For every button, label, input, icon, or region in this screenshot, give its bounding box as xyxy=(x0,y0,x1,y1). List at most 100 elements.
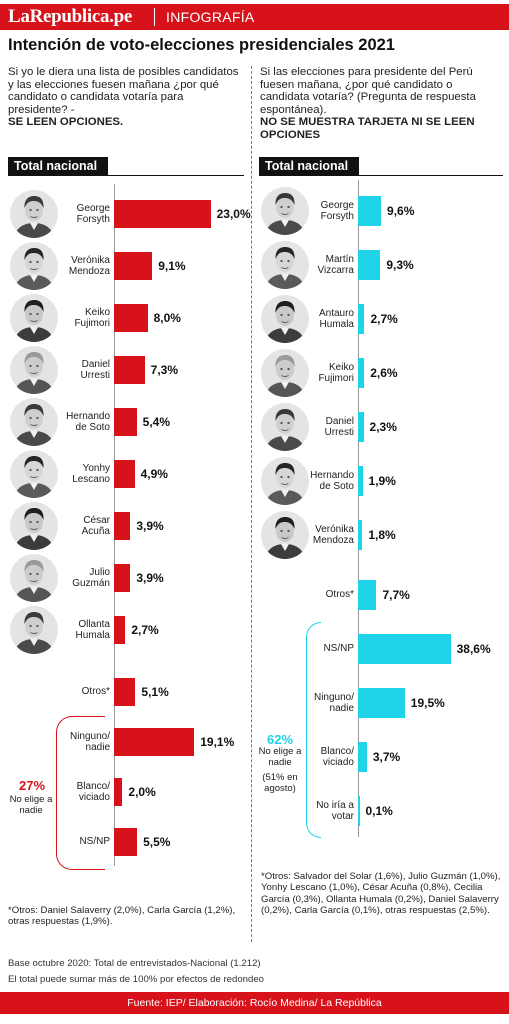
category-label-hernando-de-soto: Hernando de Soto xyxy=(310,469,354,493)
page-title: Intención de voto-elecciones presidencia… xyxy=(8,36,395,54)
bar-ns-np xyxy=(358,634,451,664)
candidate-photo-keiko-fujimori xyxy=(261,349,309,397)
bar-cesar-acuna xyxy=(114,512,131,540)
header-separator xyxy=(154,8,155,26)
bar-hernando-de-soto xyxy=(114,408,137,436)
right-question-text: Si las elecciones para presidente del Pe… xyxy=(260,66,476,116)
source-footer: Fuente: IEP/ Elaboración: Rocío Medina/ … xyxy=(0,992,509,1014)
category-label-veronika-mendoza: Verónika Mendoza xyxy=(68,254,110,278)
value-label-ns-np: 5,5% xyxy=(143,835,171,849)
value-label-yonhy-lescano: 4,9% xyxy=(140,467,168,481)
candidate-photo-hernando-de-soto xyxy=(10,398,58,446)
candidate-photo-george-forsyth xyxy=(261,187,309,235)
right-no-choice-pct: 62% xyxy=(266,732,294,747)
left-question-text: Si yo le diera una lista de posibles can… xyxy=(8,66,239,116)
left-question-instruction: SE LEEN OPCIONES. xyxy=(8,116,124,129)
column-divider xyxy=(251,66,252,942)
bar-daniel-urresti xyxy=(114,356,145,384)
right-no-choice-bracket xyxy=(306,622,321,838)
category-label-martin-vizcarra: Martín Vizcarra xyxy=(317,253,355,277)
bar-julio-guzman xyxy=(114,564,131,592)
candidate-photo-yonhy-lescano xyxy=(10,450,58,498)
base-note: Base octubre 2020: Total de entrevistado… xyxy=(8,958,261,969)
left-subtitle-rule xyxy=(8,175,244,176)
bar-daniel-urresti xyxy=(358,412,364,442)
category-label-julio-guzman: Julio Guzmán xyxy=(72,566,110,590)
candidate-photo-martin-vizcarra xyxy=(261,241,309,289)
category-label-keiko-fujimori: Keiko Fujimori xyxy=(318,361,354,385)
bar-no-iria-a-votar xyxy=(358,796,360,826)
value-label-daniel-urresti: 7,3% xyxy=(150,363,179,377)
right-subtitle-rule xyxy=(259,175,503,176)
candidate-photo-ollanta-humala xyxy=(10,606,58,654)
bar-george-forsyth xyxy=(114,200,211,228)
category-label-ninguno-nadie: Ninguno/ nadie xyxy=(69,730,110,754)
category-label-cesar-acuna: César Acuña xyxy=(81,514,110,538)
category-label-ninguno-nadie: Ninguno/ nadie xyxy=(313,691,354,715)
candidate-photo-antauro-humala xyxy=(261,295,309,343)
value-label-martin-vizcarra: 9,3% xyxy=(386,258,414,272)
value-label-veronika-mendoza: 9,1% xyxy=(158,259,186,273)
category-label-veronika-mendoza: Verónika Mendoza xyxy=(312,523,354,547)
right-others-note: *Otros: Salvador del Solar (1,6%), Julio… xyxy=(261,871,501,917)
bar-yonhy-lescano xyxy=(114,460,135,488)
right-no-choice-august: (51% en agosto) xyxy=(262,772,298,794)
left-no-choice-pct: 27% xyxy=(18,778,46,793)
category-label-otros: Otros* xyxy=(81,686,110,698)
right-question: Si las elecciones para presidente del Pe… xyxy=(260,66,504,142)
bar-veronika-mendoza xyxy=(114,252,153,280)
category-label-daniel-urresti: Daniel Urresti xyxy=(324,415,354,439)
candidate-photo-veronika-mendoza xyxy=(261,511,309,559)
value-label-ollanta-humala: 2,7% xyxy=(131,623,159,637)
right-question-instruction: NO SE MUESTRA TARJETA NI SE LEEN OPCIONE… xyxy=(260,116,475,141)
category-label-daniel-urresti: Daniel Urresti xyxy=(80,358,110,382)
value-label-no-iria-a-votar: 0,1% xyxy=(365,804,393,818)
candidate-photo-daniel-urresti xyxy=(261,403,309,451)
brand-logo: LaRepublica.pe xyxy=(8,6,133,27)
rounding-note: El total puede sumar más de 100% por efe… xyxy=(8,974,264,985)
category-label-yonhy-lescano: Yonhy Lescano xyxy=(72,462,110,486)
category-label-ns-np: NS/NP xyxy=(79,836,110,848)
category-label-keiko-fujimori: Keiko Fujimori xyxy=(74,306,110,330)
value-label-blanco-viciado: 2,0% xyxy=(128,785,156,799)
candidate-photo-cesar-acuna xyxy=(10,502,58,550)
category-label-no-iria-a-votar: No iría a votar xyxy=(316,799,354,823)
category-label-ns-np: NS/NP xyxy=(323,643,354,655)
category-label-hernando-de-soto: Hernando de Soto xyxy=(66,410,110,434)
right-no-choice-label: No elige a nadie xyxy=(258,746,302,768)
bar-hernando-de-soto xyxy=(358,466,363,496)
value-label-hernando-de-soto: 5,4% xyxy=(142,415,171,429)
header-banner: LaRepublica.pe INFOGRAFÍA xyxy=(0,4,509,30)
value-label-daniel-urresti: 2,3% xyxy=(369,420,397,434)
category-label-george-forsyth: George Forsyth xyxy=(320,199,354,223)
bar-veronika-mendoza xyxy=(358,520,363,550)
value-label-cesar-acuna: 3,9% xyxy=(136,519,164,533)
value-label-hernando-de-soto: 1,9% xyxy=(368,474,396,488)
bar-ns-np xyxy=(114,828,138,856)
category-label-otros: Otros* xyxy=(325,589,354,601)
category-label-george-forsyth: George Forsyth xyxy=(76,202,110,226)
value-label-ninguno-nadie: 19,5% xyxy=(410,696,445,710)
left-no-choice-bracket xyxy=(56,716,105,870)
right-chart-axis-line xyxy=(358,180,359,837)
candidate-photo-daniel-urresti xyxy=(10,346,58,394)
value-label-george-forsyth: 23,0% xyxy=(216,207,251,221)
candidate-photo-hernando-de-soto xyxy=(261,457,309,505)
bar-ninguno-nadie xyxy=(114,728,195,756)
bar-martin-vizcarra xyxy=(358,250,381,280)
category-label-antauro-humala: Antauro Humala xyxy=(318,307,354,331)
candidate-photo-veronika-mendoza xyxy=(10,242,58,290)
candidate-photo-keiko-fujimori xyxy=(10,294,58,342)
left-others-note: *Otros: Daniel Salaverry (2,0%), Carla G… xyxy=(8,905,236,928)
value-label-otros: 7,7% xyxy=(382,588,410,602)
category-label-ollanta-humala: Ollanta Humala xyxy=(75,618,110,642)
left-no-choice-label: No elige a nadie xyxy=(9,794,53,816)
value-label-ns-np: 38,6% xyxy=(456,642,491,656)
value-label-antauro-humala: 2,7% xyxy=(370,312,398,326)
category-label-blanco-viciado: Blanco/ viciado xyxy=(76,780,110,804)
bar-antauro-humala xyxy=(358,304,365,334)
value-label-keiko-fujimori: 8,0% xyxy=(153,311,181,325)
bar-ollanta-humala xyxy=(114,616,126,644)
value-label-ninguno-nadie: 19,1% xyxy=(200,735,235,749)
category-label-blanco-viciado: Blanco/ viciado xyxy=(320,745,354,769)
